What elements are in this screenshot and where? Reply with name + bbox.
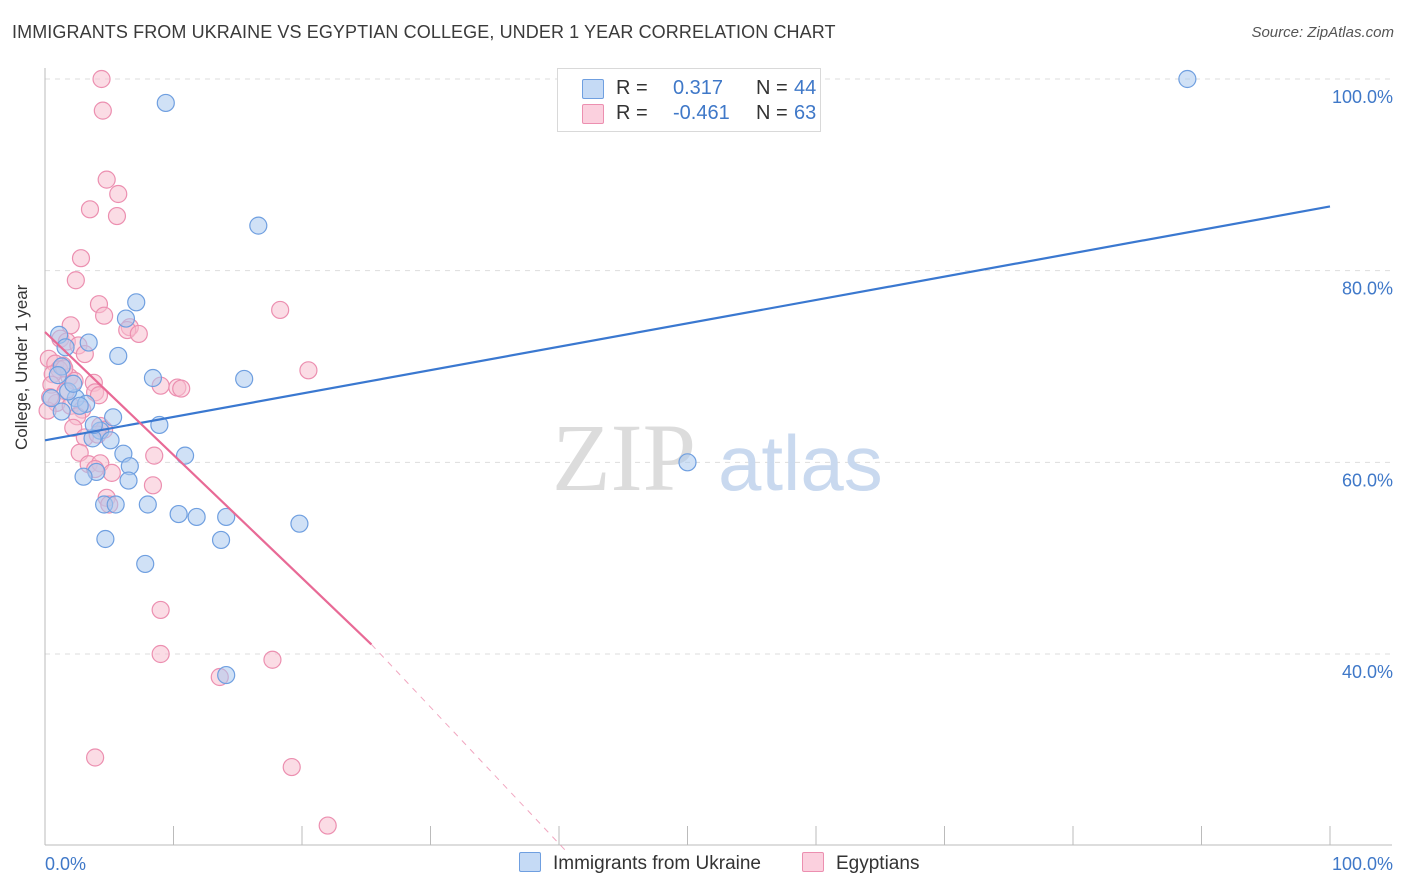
chart-title: IMMIGRANTS FROM UKRAINE VS EGYPTIAN COLL… [12, 22, 836, 42]
ukraine-point [64, 374, 83, 393]
x-tick-label: 100.0% [1332, 854, 1393, 874]
ukraine-point [249, 216, 268, 235]
ukraine-point [143, 368, 163, 388]
ukraine-point [678, 453, 697, 472]
axes [44, 68, 1392, 846]
legend-n-label: N = [756, 77, 788, 99]
egyptians-point [145, 446, 164, 465]
ukraine-point [79, 333, 98, 352]
ukraine-point [156, 93, 175, 113]
legend-swatch-pink [582, 104, 604, 124]
ukraine-point [101, 431, 120, 450]
ukraine-point [104, 408, 123, 427]
ukraine-point [106, 495, 125, 514]
legend-swatch-blue [582, 79, 604, 99]
ukraine-point [138, 495, 157, 514]
legend-r-label: R = [616, 77, 648, 99]
ukraine-point [48, 366, 67, 385]
egyptians-point [282, 757, 301, 777]
egyptians-point [151, 600, 170, 620]
ukraine-points [42, 69, 1197, 685]
correlation-legend: R = 0.317 N = 44 R = -0.461 N = 63 [557, 68, 821, 132]
bottom-legend-label-ukraine: Immigrants from Ukraine [553, 853, 761, 874]
egyptians-point [172, 379, 191, 398]
egyptians-point [129, 324, 148, 344]
tick-labels: 100.0% 80.0% 60.0% 40.0% 0.0% 100.0% [45, 87, 1393, 874]
bottom-legend-swatch-blue [519, 852, 541, 872]
trend-lines [44, 205, 1331, 851]
egyptians-trend-line [44, 331, 373, 646]
legend-r-value: -0.461 [673, 102, 730, 124]
egyptians-point [143, 476, 163, 495]
y-tick-label: 100.0% [1332, 87, 1393, 107]
egyptians-point [92, 69, 111, 89]
egyptians-point [97, 170, 116, 189]
egyptians-point [95, 306, 114, 325]
ukraine-point [56, 338, 75, 357]
x-tick-label: 0.0% [45, 854, 86, 874]
ukraine-point [52, 402, 71, 421]
bottom-legend-label-egyptians: Egyptians [836, 853, 920, 874]
egyptians-point [71, 249, 91, 268]
ukraine-point [70, 396, 89, 415]
bottom-legend-egyptians: Egyptians [802, 852, 919, 875]
watermark-zip: ZIP [552, 404, 696, 511]
bottom-legend-swatch-pink [802, 852, 824, 872]
ukraine-point [109, 346, 128, 366]
y-axis-label: College, Under 1 year [12, 284, 31, 450]
egyptians-point [151, 644, 170, 664]
ukraine-trend-line [44, 205, 1331, 442]
ukraine-point [187, 507, 206, 527]
y-tick-label: 60.0% [1342, 470, 1393, 490]
ukraine-point [119, 471, 138, 490]
watermark: ZIP atlas [552, 404, 883, 511]
ukraine-point [217, 665, 236, 685]
ukraine-point [127, 293, 146, 312]
ukraine-point [290, 514, 309, 533]
legend-n-value: 63 [794, 102, 817, 124]
ukraine-point [136, 554, 155, 574]
ukraine-point [96, 529, 115, 549]
legend-n-value: 44 [794, 77, 817, 99]
legend-r-value: 0.317 [673, 77, 724, 99]
ukraine-point [175, 446, 195, 465]
egyptians-point [102, 463, 121, 482]
egyptians-point [299, 361, 318, 380]
ukraine-point [235, 369, 254, 389]
watermark-atlas: atlas [718, 419, 883, 507]
egyptians-point [66, 271, 85, 290]
ukraine-point [116, 309, 136, 328]
egyptians-point [80, 200, 100, 219]
egyptians-point [318, 816, 337, 835]
ukraine-point [211, 530, 231, 550]
egyptians-point [93, 101, 112, 120]
egyptians-point [271, 300, 290, 320]
bottom-legend-ukraine: Immigrants from Ukraine [519, 852, 761, 875]
gridlines [45, 78, 1392, 655]
egyptians-point [86, 748, 105, 767]
egyptians-point [107, 206, 127, 226]
ukraine-point [74, 467, 93, 486]
egyptians-point [109, 184, 128, 204]
ukraine-point [217, 507, 236, 527]
ukraine-point [42, 389, 61, 408]
egyptians-point [89, 386, 109, 405]
ukraine-point [169, 504, 188, 524]
ukraine-point [84, 415, 103, 435]
legend-r-label: R = [616, 102, 648, 124]
y-tick-label: 80.0% [1342, 279, 1393, 299]
y-tick-label: 40.0% [1342, 662, 1393, 682]
legend-n-label: N = [756, 102, 788, 124]
egyptians-point [263, 650, 282, 669]
egyptians-trend-extension [371, 644, 566, 851]
ukraine-point [1178, 69, 1197, 89]
source-credit: Source: ZipAtlas.com [1251, 24, 1394, 41]
